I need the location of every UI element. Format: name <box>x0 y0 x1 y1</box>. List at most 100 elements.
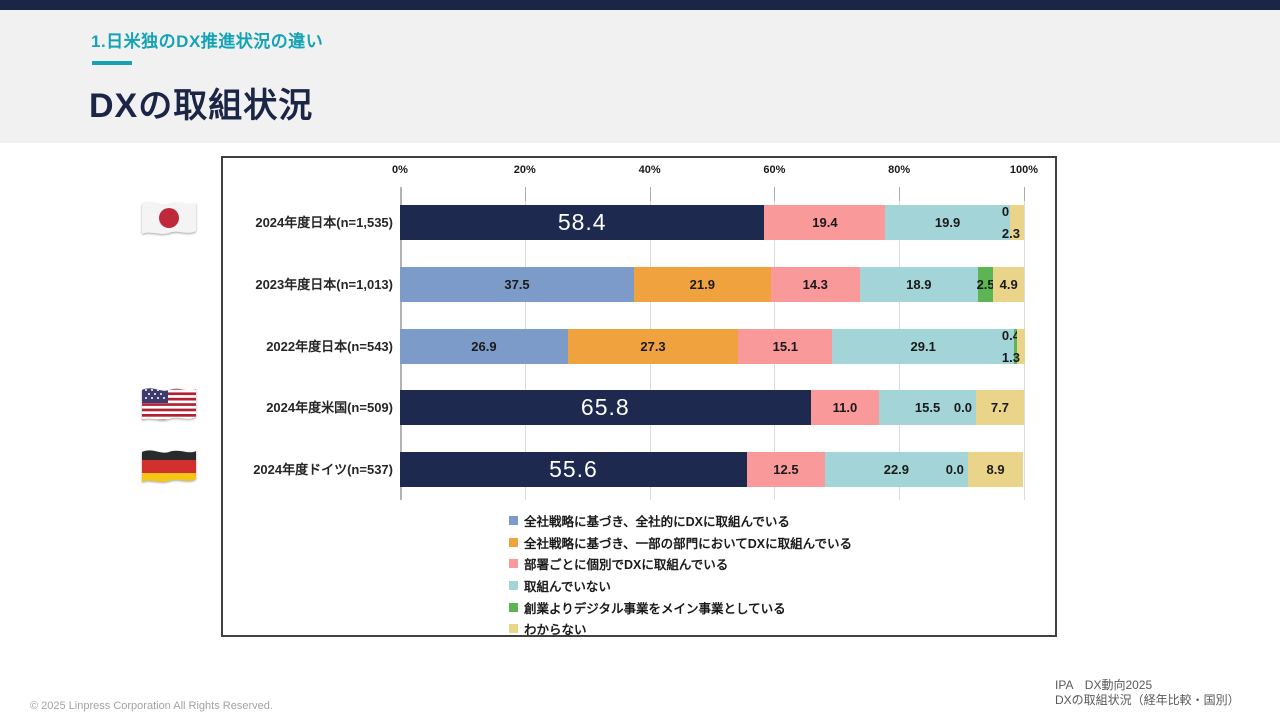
segment-value-label: 18.9 <box>906 276 932 292</box>
axis-tickmark <box>524 187 526 201</box>
bar-segment-dept_individual: 12.5 <box>746 452 825 487</box>
legend-label: 全社戦略に基づき、全社的にDXに取組んでいる <box>524 515 790 530</box>
legend-item: 全社戦略に基づき、全社的にDXに取組んでいる <box>509 510 852 532</box>
legend-swatch-icon <box>509 624 518 634</box>
kicker-underline <box>92 61 132 65</box>
bar-segment-not_engaged: 18.9 <box>859 266 978 302</box>
japan-flag-icon <box>139 198 199 240</box>
segment-value-label: 29.1 <box>910 338 936 354</box>
segment-value-label: 2.3 <box>1001 226 1020 241</box>
axis-tickmark <box>649 187 651 201</box>
segment-value-label: 1.3 <box>1001 349 1020 365</box>
segment-value-label: 19.4 <box>812 215 838 230</box>
row-label: 2023年度日本(n=1,013) <box>255 276 393 292</box>
source-line-2: DXの取組状況（経年比較・国別） <box>1055 693 1240 707</box>
segment-value-label: 15.1 <box>772 338 798 354</box>
bar-segment-unknown: 7.7 <box>975 390 1024 426</box>
germany-flag-icon <box>139 446 199 488</box>
segment-value-label: 55.6 <box>549 456 598 482</box>
x-axis-tick-label: 40% <box>638 164 661 176</box>
bar-segment-unknown: 8.9 <box>967 452 1024 487</box>
bar-segment-digital_native: 2.5 <box>976 266 995 302</box>
bar-row: 37.5 21.9 14.3 18.9 2.5 4.9 <box>400 266 1024 302</box>
bar-segment-not_engaged: 29.1 <box>832 328 1014 364</box>
x-axis-tick-label: 100% <box>1009 164 1039 176</box>
x-axis-tick-label: 0% <box>392 164 408 176</box>
source-line-1: IPA DX動向2025 <box>1055 678 1153 692</box>
header-band <box>0 10 1280 143</box>
bar-segment-partial_dept: 27.3 <box>567 328 739 364</box>
usa-flag-icon <box>139 384 199 426</box>
copyright-text: © 2025 Linpress Corporation All Rights R… <box>30 700 273 712</box>
bar-segment-company_wide: 26.9 <box>400 328 568 364</box>
bar-segment-unknown <box>1016 328 1025 364</box>
bar-segment-not_engaged: 19.9 <box>885 205 1010 240</box>
segment-value-label: 0.0 <box>953 400 972 416</box>
segment-value-label: 15.5 <box>914 400 941 416</box>
segment-value-label: 26.9 <box>471 338 497 354</box>
top-accent-strip <box>0 0 1280 10</box>
legend-swatch-icon <box>509 581 518 591</box>
x-axis-tick-label: 80% <box>888 164 911 176</box>
bar-segment-company_wide: 58.4 <box>400 205 765 240</box>
legend-item: 取組んでいない <box>509 575 852 597</box>
bar-segment-unknown <box>1009 205 1024 240</box>
legend-label: 取組んでいない <box>524 580 611 595</box>
legend-label: 全社戦略に基づき、一部の部門においてDXに取組んでいる <box>524 536 852 551</box>
x-axis-tick-label: 60% <box>763 164 786 176</box>
segment-value-label: 27.3 <box>640 338 666 354</box>
bar-segment-digital_native <box>1014 328 1017 364</box>
bar-segment-not_engaged: 22.9 <box>824 452 968 487</box>
legend-swatch-icon <box>509 559 518 569</box>
segment-value-label: 11.0 <box>832 400 858 416</box>
bar-segment-dept_individual: 15.1 <box>738 328 833 364</box>
legend-swatch-icon <box>509 516 518 526</box>
segment-value-label: 8.9 <box>986 462 1005 477</box>
segment-value-label: 22.9 <box>883 462 910 477</box>
row-label: 2022年度日本(n=543) <box>266 338 393 354</box>
segment-value-label: 14.3 <box>802 276 828 292</box>
bar-segment-company_wide: 37.5 <box>400 266 634 302</box>
row-label: 2024年度日本(n=1,535) <box>255 215 393 230</box>
segment-value-label: 0.4 <box>1001 327 1020 343</box>
legend-label: 創業よりデジタル事業をメイン事業としている <box>524 601 786 616</box>
row-label: 2024年度ドイツ(n=537) <box>253 462 393 477</box>
segment-value-label: 21.9 <box>689 276 715 292</box>
segment-value-label: 0.0 <box>945 462 964 477</box>
bar-row: 26.9 27.3 15.1 29.1 0.4 1.3 <box>400 327 1025 365</box>
legend-item: 部署ごとに個別でDXに取組んでいる <box>509 553 852 575</box>
segment-value-label: 19.9 <box>934 215 961 230</box>
x-axis-tick-label: 20% <box>513 164 536 176</box>
legend-item: 創業よりデジタル事業をメイン事業としている <box>509 596 852 618</box>
bar-segment-company_wide: 65.8 <box>400 390 811 426</box>
segment-value-label: 58.4 <box>557 209 607 235</box>
bar-segment-dept_individual: 14.3 <box>770 266 860 302</box>
segment-value-label: 7.7 <box>990 400 1009 416</box>
bar-segment-not_engaged: 15.5 <box>879 390 976 426</box>
axis-tickmark <box>899 187 901 201</box>
chart-legend: 全社戦略に基づき、全社的にDXに取組んでいる全社戦略に基づき、一部の部門において… <box>509 510 852 640</box>
bar-segment-dept_individual: 11.0 <box>810 390 880 426</box>
segment-value-label: 12.5 <box>773 462 799 477</box>
axis-tickmark <box>774 187 776 201</box>
bar-segment-unknown: 4.9 <box>993 266 1024 302</box>
segment-value-label: 4.9 <box>999 276 1018 292</box>
row-label: 2024年度米国(n=509) <box>266 400 393 416</box>
axis-tickmark <box>1024 187 1025 201</box>
bar-row: 65.8 11.0 15.5 0.0 7.7 <box>400 390 1024 426</box>
section-kicker: 1.日米独のDX推進状況の違い <box>91 32 324 51</box>
legend-item: 全社戦略に基づき、一部の部門においてDXに取組んでいる <box>509 532 852 554</box>
legend-swatch-icon <box>509 537 518 547</box>
bar-row: 55.6 12.5 22.9 0.0 8.9 <box>400 452 1024 487</box>
legend-label: 部署ごとに個別でDXに取組んでいる <box>524 558 729 573</box>
legend-label: わからない <box>524 623 587 638</box>
dx-status-chart: 0% 20% 40% 60% 80% 100% 2024年度日本(n=1,535) 58.4 1… <box>221 156 1057 637</box>
legend-item: わからない <box>509 618 852 640</box>
page-title: DXの取組状況 <box>89 87 314 125</box>
source-citation: IPA DX動向2025 DXの取組状況（経年比較・国別） <box>1055 678 1240 708</box>
legend-swatch-icon <box>509 602 518 612</box>
segment-value-label: 37.5 <box>504 276 530 292</box>
bar-row: 58.419.419.90.02.3 <box>400 204 1024 241</box>
bar-segment-dept_individual: 19.4 <box>764 205 886 240</box>
segment-value-label: 2.5 <box>976 276 995 292</box>
